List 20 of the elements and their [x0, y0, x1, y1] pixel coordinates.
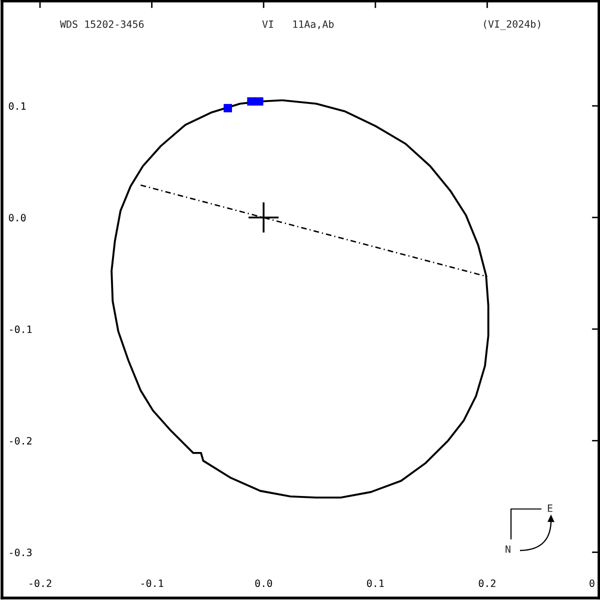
x-tick-label: 0.1 — [367, 579, 384, 588]
annotation: N — [506, 545, 510, 553]
y-tick-label: -0.3 — [10, 548, 32, 556]
point — [224, 104, 232, 112]
x-tick-label: 0.0 — [255, 579, 272, 588]
y-tick-label: -0.2 — [10, 437, 32, 445]
x-tick-label: 0 — [590, 579, 594, 588]
point — [254, 97, 264, 106]
text: WDS 15202-3456 — [60, 20, 144, 28]
text: VI 11Aa,Ab — [262, 20, 334, 30]
y-tick-label: 0.0 — [8, 214, 26, 222]
annotation: E — [548, 504, 552, 512]
x-tick-label: -0.2 — [30, 579, 52, 588]
annotation: (VI_2024b) — [484, 20, 540, 30]
y-tick-label: 0.1 — [8, 102, 26, 110]
x-tick-label: -0.1 — [142, 579, 164, 588]
x-tick-label: 0.2 — [478, 579, 496, 588]
point — [247, 97, 256, 106]
point — [248, 202, 279, 233]
y-tick-label: -0.1 — [10, 325, 32, 334]
